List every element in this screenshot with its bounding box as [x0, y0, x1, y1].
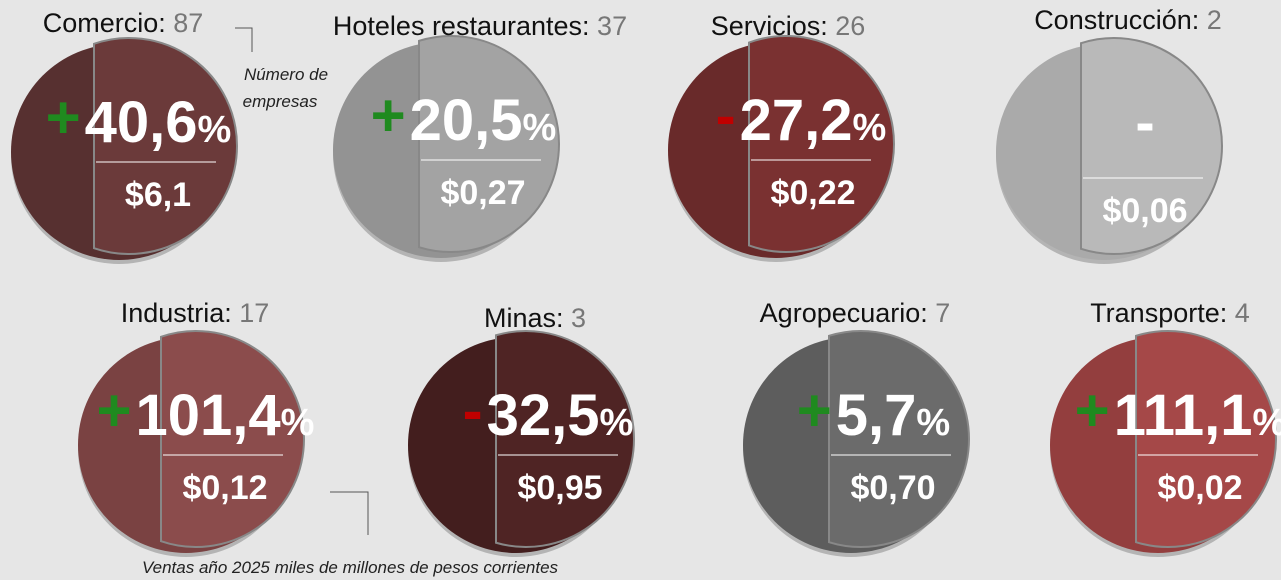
- sector-name: Construcción:: [1034, 5, 1199, 35]
- sector-name: Agropecuario:: [760, 298, 928, 328]
- sector-name: Hoteles restaurantes:: [333, 11, 590, 41]
- company-count: 2: [1207, 5, 1222, 35]
- change-percent: %: [523, 107, 557, 149]
- sector-title: Construcción: 2: [1034, 5, 1222, 35]
- pie-right: [160, 330, 306, 548]
- change: -: [1135, 90, 1154, 155]
- change-sign: +: [46, 84, 81, 151]
- change-percent: %: [853, 107, 887, 149]
- change-sign: +: [797, 377, 832, 444]
- change-sign: +: [371, 82, 406, 149]
- change-percent: %: [198, 109, 232, 151]
- change-percent: %: [916, 402, 950, 444]
- change-sign: +: [96, 377, 131, 444]
- change: 20,5%: [410, 88, 557, 153]
- sales: $0,95: [517, 469, 602, 507]
- sales: $0,70: [850, 469, 935, 507]
- change-value: -: [1135, 90, 1154, 155]
- note: Ventas año 2025 miles de millones de pes…: [142, 558, 559, 577]
- change-sign: -: [716, 82, 736, 149]
- change: 32,5%: [487, 383, 634, 448]
- change: 111,1%: [1114, 383, 1281, 448]
- note: Número de: [244, 65, 328, 84]
- sales: $6,1: [125, 176, 191, 214]
- sales: $0,22: [770, 174, 855, 212]
- change-sign: +: [1075, 377, 1110, 444]
- company-count: 26: [835, 11, 865, 41]
- sector-title: Industria: 17: [121, 298, 270, 328]
- sales: $0,27: [440, 174, 525, 212]
- sector-title: Hoteles restaurantes: 37: [333, 11, 627, 41]
- sector: Minas: 332,5%-$0,95: [408, 303, 635, 557]
- pie-right: [1080, 37, 1223, 255]
- sales: $0,06: [1102, 192, 1187, 230]
- pie-right: [418, 35, 560, 253]
- change-percent: %: [1252, 402, 1281, 444]
- sector-title: Comercio: 87: [43, 8, 204, 38]
- change-value: 111,1: [1114, 383, 1253, 448]
- sales: $0,02: [1157, 469, 1242, 507]
- pie-right: [1135, 330, 1277, 548]
- change: 40,6%: [85, 90, 232, 155]
- sales: $0,12: [182, 469, 267, 507]
- change: 27,2%: [740, 88, 887, 153]
- company-count: 17: [239, 298, 269, 328]
- company-count: 87: [173, 8, 203, 38]
- pie-right: [495, 330, 635, 548]
- company-count: 37: [597, 11, 627, 41]
- change-value: 32,5: [487, 383, 600, 448]
- note: empresas: [243, 92, 318, 111]
- company-count: 3: [571, 303, 586, 333]
- sector-name: Servicios:: [711, 11, 828, 41]
- change-percent: %: [600, 402, 634, 444]
- change-value: 20,5: [410, 88, 523, 153]
- sector-name: Transporte:: [1090, 298, 1227, 328]
- change-percent: %: [281, 402, 315, 444]
- sector-title: Minas: 3: [484, 303, 586, 333]
- bracket: [235, 27, 253, 52]
- change: 5,7%: [836, 383, 950, 448]
- change-value: 27,2: [740, 88, 853, 153]
- change-sign: -: [463, 377, 483, 444]
- pie-right: [748, 35, 895, 253]
- sector: Agropecuario: 75,7%+$0,70: [743, 298, 970, 557]
- change-value: 5,7: [836, 383, 917, 448]
- change-value: 40,6: [85, 90, 198, 155]
- sector-name: Minas:: [484, 303, 564, 333]
- sector-name: Industria:: [121, 298, 232, 328]
- bracket: [330, 491, 369, 535]
- sector: Construcción: 2 - $0,06: [996, 5, 1223, 264]
- sector-title: Transporte: 4: [1090, 298, 1250, 328]
- change-value: 101,4: [136, 383, 281, 448]
- change: 101,4%: [136, 383, 315, 448]
- sector-name: Comercio:: [43, 8, 166, 38]
- sector-title: Agropecuario: 7: [760, 298, 951, 328]
- pie-right: [828, 330, 970, 548]
- sector-title: Servicios: 26: [711, 11, 866, 41]
- company-count: 4: [1235, 298, 1250, 328]
- pie-right: [93, 37, 238, 255]
- company-count: 7: [935, 298, 950, 328]
